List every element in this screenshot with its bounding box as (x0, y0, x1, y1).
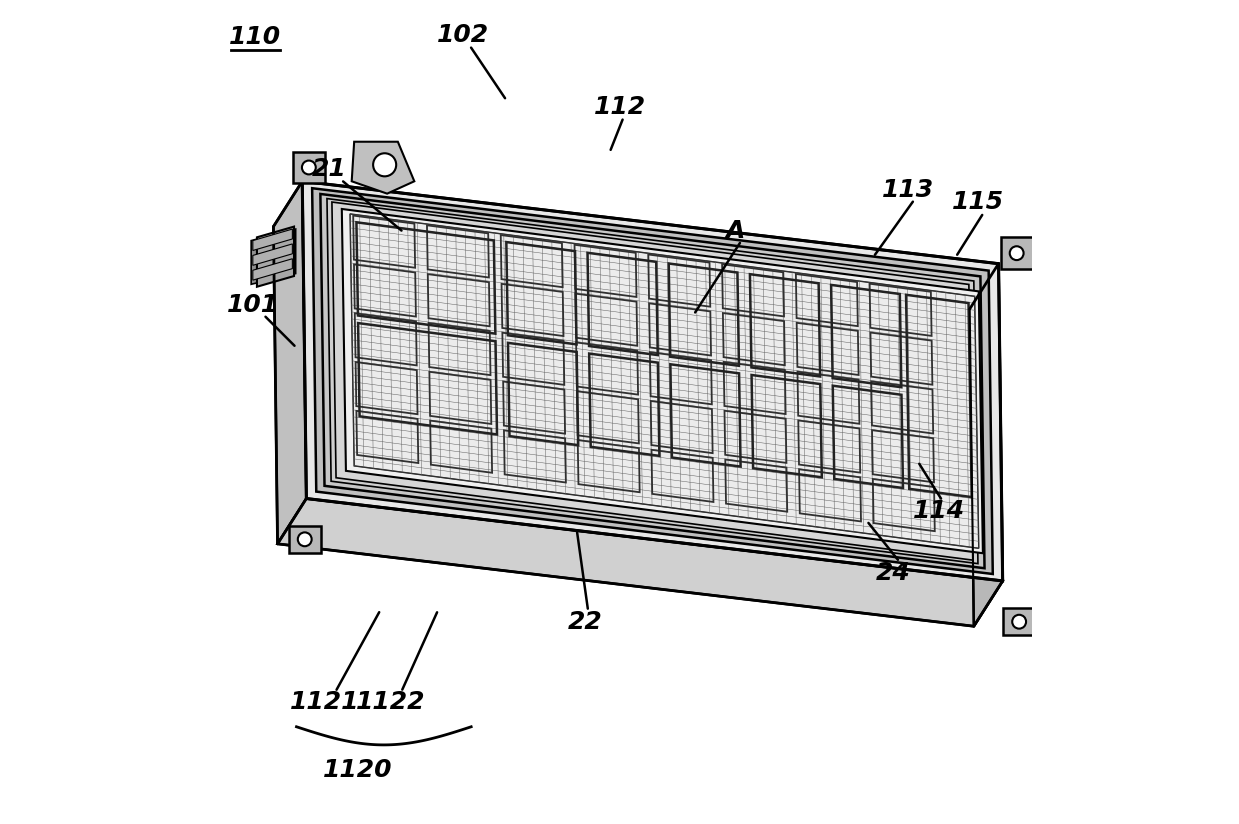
Polygon shape (302, 181, 1002, 581)
Circle shape (1012, 615, 1026, 629)
Text: 1122: 1122 (356, 690, 425, 714)
Polygon shape (292, 152, 325, 183)
Polygon shape (970, 264, 1002, 626)
Circle shape (373, 153, 396, 176)
Text: 22: 22 (567, 610, 602, 634)
Polygon shape (342, 209, 983, 553)
Polygon shape (256, 227, 294, 287)
Text: 1120: 1120 (322, 758, 393, 783)
Polygon shape (252, 229, 296, 284)
Polygon shape (312, 188, 992, 574)
Text: 114: 114 (913, 499, 965, 523)
Polygon shape (327, 199, 978, 564)
Text: 21: 21 (312, 157, 347, 181)
Polygon shape (352, 142, 414, 194)
Text: 24: 24 (876, 560, 911, 585)
Polygon shape (253, 244, 292, 265)
Text: 102: 102 (437, 22, 489, 47)
Polygon shape (278, 499, 1002, 626)
Polygon shape (274, 181, 306, 544)
Polygon shape (1004, 608, 1036, 635)
Text: 101: 101 (227, 293, 279, 317)
Text: 115: 115 (952, 190, 1004, 214)
Circle shape (1010, 246, 1023, 260)
Text: A: A (725, 218, 745, 243)
Polygon shape (351, 214, 979, 548)
Text: 113: 113 (882, 177, 934, 202)
Circle shape (297, 532, 312, 546)
Polygon shape (321, 194, 985, 569)
Polygon shape (1001, 237, 1033, 269)
Polygon shape (253, 229, 292, 250)
Text: 112: 112 (593, 95, 646, 119)
Polygon shape (332, 202, 973, 560)
Text: 110: 110 (229, 25, 281, 49)
Polygon shape (253, 259, 292, 280)
Text: 1121: 1121 (290, 690, 359, 714)
Circle shape (302, 161, 316, 175)
Polygon shape (289, 526, 321, 553)
